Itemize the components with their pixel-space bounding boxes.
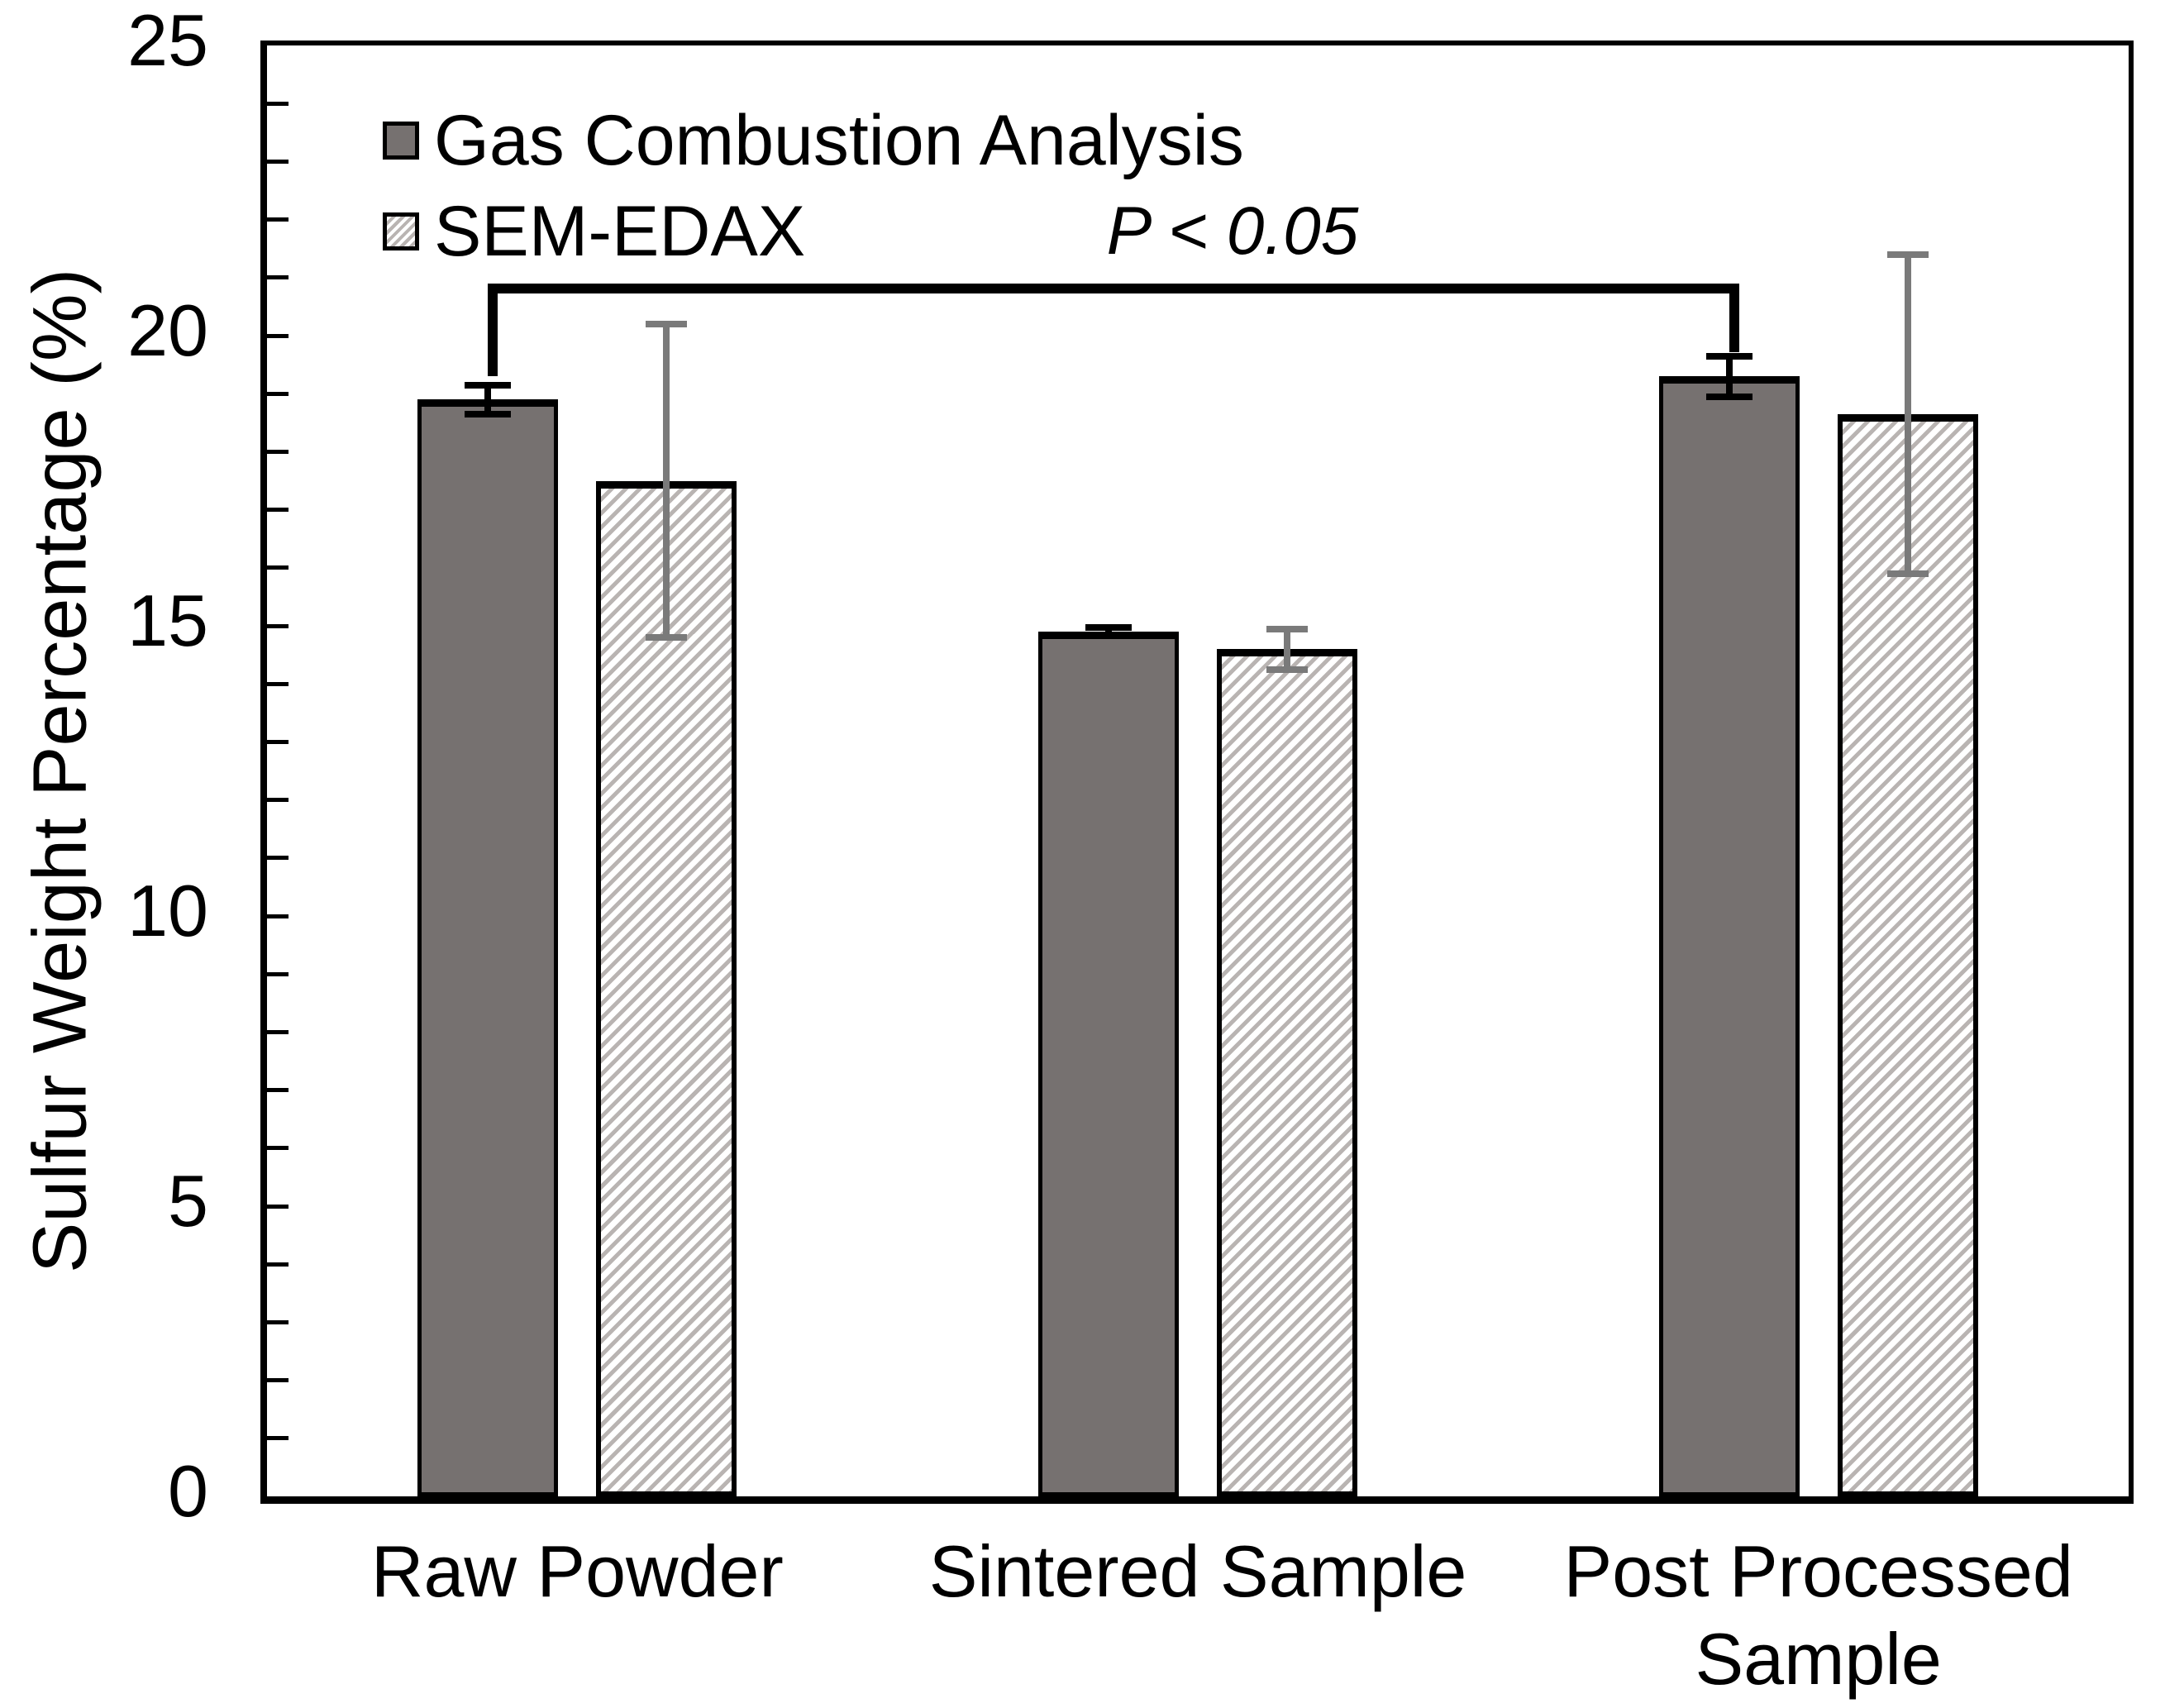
y-axis-minor-tick (267, 1262, 289, 1267)
error-bar-cap (1886, 250, 1929, 258)
significance-bracket-left-drop (488, 284, 498, 376)
y-axis-minor-tick (267, 856, 289, 861)
error-bar-cap (1266, 666, 1308, 673)
solid-bar-swatch-icon (383, 122, 419, 160)
plot-area: Gas Combustion Analysis SEM-EDAX P < 0.0… (260, 41, 2134, 1504)
y-tick-label: 10 (127, 870, 208, 952)
error-bar-cap (1705, 393, 1753, 400)
error-bar-cap (646, 320, 688, 327)
bar-gas-combustion (417, 399, 559, 1496)
error-bar (1284, 628, 1290, 670)
y-axis-minor-tick (267, 391, 289, 396)
error-bar (1904, 254, 1911, 574)
y-axis-minor-tick (267, 1436, 289, 1441)
y-axis-minor-tick (267, 565, 289, 570)
error-bar-cap (1085, 624, 1132, 632)
y-axis-minor-tick (267, 217, 289, 222)
legend-item-gas-combustion: Gas Combustion Analysis (383, 100, 1244, 180)
y-axis-minor-tick (267, 623, 289, 628)
y-axis-minor-tick (267, 798, 289, 803)
y-axis-minor-tick (267, 1378, 289, 1383)
bar-gas-combustion (1038, 632, 1179, 1496)
x-category-label: Sintered Sample (928, 1530, 1467, 1612)
significance-bracket-right-drop (1729, 284, 1739, 352)
bar-sem-edax (1217, 649, 1357, 1496)
y-tick-label: 15 (127, 580, 208, 661)
error-bar (1105, 627, 1112, 636)
y-axis-minor-tick (267, 1088, 289, 1093)
y-axis-minor-tick (267, 101, 289, 106)
x-category-label: Post Processed Sample (1563, 1530, 2073, 1700)
y-axis-minor-tick (267, 739, 289, 744)
legend-item-sem-edax: SEM-EDAX (383, 191, 806, 271)
y-axis-minor-tick (267, 1029, 289, 1034)
y-tick-label: 0 (168, 1450, 208, 1532)
bar-sem-edax (1837, 413, 1978, 1496)
y-axis-minor-tick (267, 275, 289, 280)
y-axis-minor-tick (267, 914, 289, 918)
y-axis-minor-tick (267, 1204, 289, 1209)
y-tick-label: 20 (127, 289, 208, 371)
y-axis-minor-tick (267, 333, 289, 338)
x-category-label: Raw Powder (370, 1530, 784, 1612)
error-bar-cap (1085, 632, 1132, 639)
error-bar (484, 384, 492, 414)
legend-label: Gas Combustion Analysis (434, 100, 1244, 180)
bar-sem-edax (596, 480, 737, 1496)
hatched-bar-swatch-icon (383, 212, 419, 250)
error-bar (1725, 355, 1733, 397)
error-bar-cap (465, 381, 512, 389)
y-tick-label: 25 (127, 0, 208, 81)
error-bar-cap (1266, 625, 1308, 632)
y-tick-label: 5 (168, 1160, 208, 1242)
p-value-annotation: P < 0.05 (1106, 193, 1359, 269)
significance-bracket-horizontal (488, 284, 1739, 293)
error-bar-cap (1886, 570, 1929, 577)
error-bar-cap (646, 634, 688, 642)
error-bar (663, 323, 670, 638)
error-bar-cap (1705, 352, 1753, 360)
y-axis-minor-tick (267, 1319, 289, 1324)
y-axis-title: Sulfur Weight Percentage (%) (17, 268, 103, 1274)
y-axis-minor-tick (267, 1146, 289, 1151)
bar-gas-combustion (1658, 376, 1800, 1496)
y-axis-minor-tick (267, 449, 289, 454)
y-axis-minor-tick (267, 159, 289, 164)
y-axis-minor-tick (267, 681, 289, 686)
legend-label: SEM-EDAX (434, 191, 806, 271)
y-axis-minor-tick (267, 508, 289, 513)
y-axis-minor-tick (267, 971, 289, 976)
error-bar-cap (465, 410, 512, 417)
